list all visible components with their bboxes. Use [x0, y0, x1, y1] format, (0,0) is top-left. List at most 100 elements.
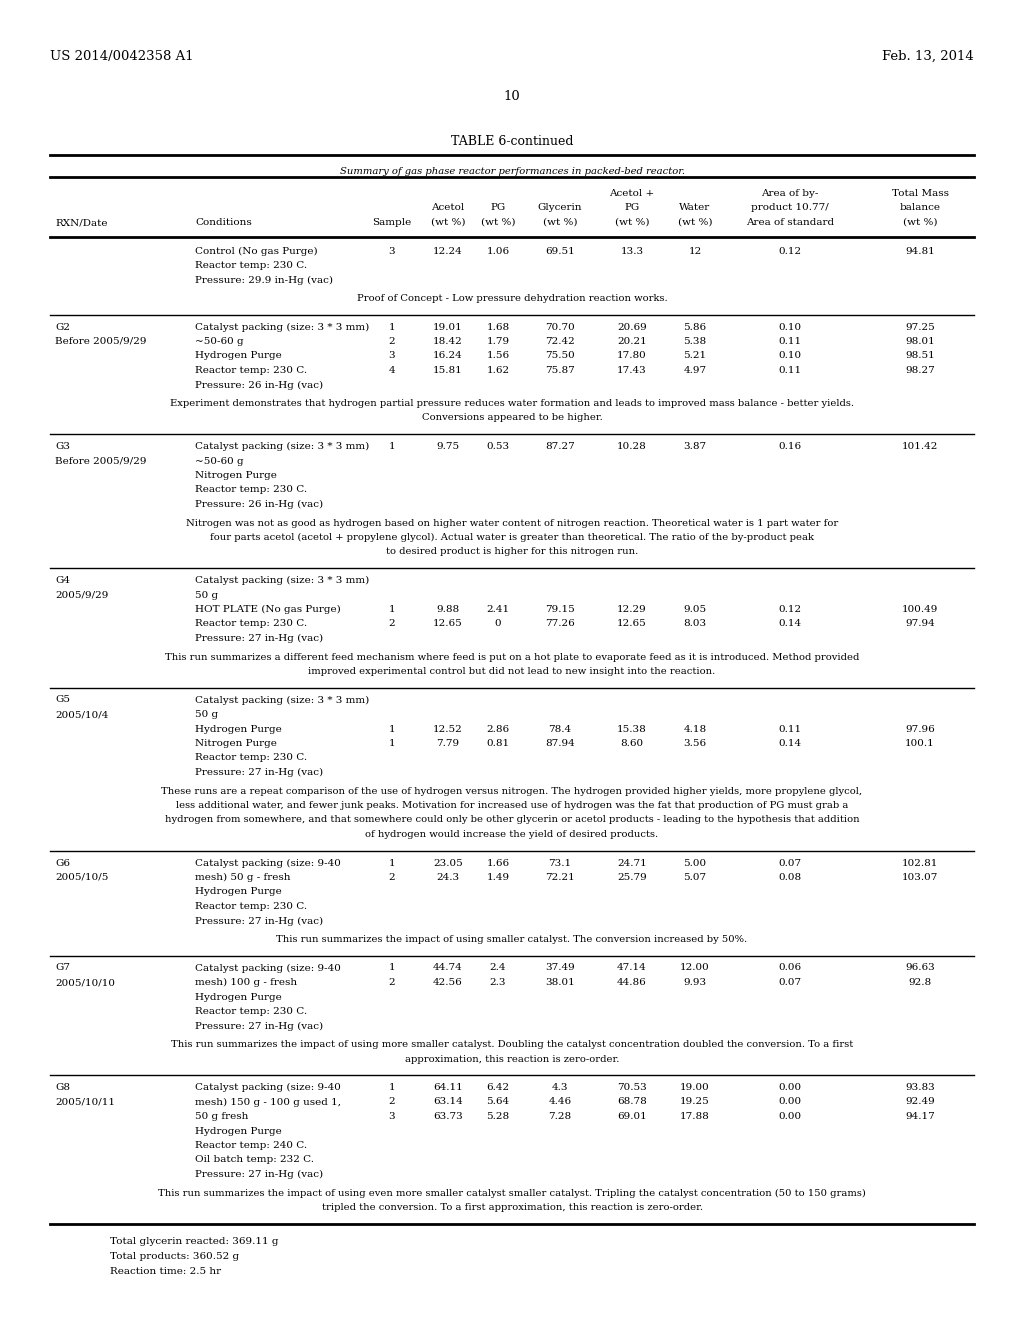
Text: 12.52: 12.52 — [433, 725, 463, 734]
Text: Pressure: 27 in-Hg (vac): Pressure: 27 in-Hg (vac) — [195, 768, 324, 777]
Text: PG: PG — [490, 203, 506, 213]
Text: 1.06: 1.06 — [486, 247, 510, 256]
Text: 24.71: 24.71 — [617, 858, 647, 867]
Text: 100.49: 100.49 — [902, 605, 938, 614]
Text: US 2014/0042358 A1: US 2014/0042358 A1 — [50, 50, 194, 63]
Text: improved experimental control but did not lead to new insight into the reaction.: improved experimental control but did no… — [308, 667, 716, 676]
Text: 25.79: 25.79 — [617, 873, 647, 882]
Text: 101.42: 101.42 — [902, 442, 938, 451]
Text: Proof of Concept - Low pressure dehydration reaction works.: Proof of Concept - Low pressure dehydrat… — [356, 294, 668, 304]
Text: ~50-60 g: ~50-60 g — [195, 457, 244, 466]
Text: 94.17: 94.17 — [905, 1111, 935, 1121]
Text: 37.49: 37.49 — [545, 964, 574, 973]
Text: 79.15: 79.15 — [545, 605, 574, 614]
Text: 9.93: 9.93 — [683, 978, 707, 987]
Text: Reactor temp: 230 C.: Reactor temp: 230 C. — [195, 619, 307, 628]
Text: 17.80: 17.80 — [617, 351, 647, 360]
Text: G7: G7 — [55, 964, 70, 973]
Text: to desired product is higher for this nitrogen run.: to desired product is higher for this ni… — [386, 548, 638, 557]
Text: product 10.77/: product 10.77/ — [752, 203, 828, 213]
Text: 0.10: 0.10 — [778, 322, 802, 331]
Text: 75.87: 75.87 — [545, 366, 574, 375]
Text: 2005/10/4: 2005/10/4 — [55, 710, 109, 719]
Text: 2: 2 — [389, 337, 395, 346]
Text: mesh) 50 g - fresh: mesh) 50 g - fresh — [195, 873, 291, 882]
Text: 0.00: 0.00 — [778, 1097, 802, 1106]
Text: (wt %): (wt %) — [431, 218, 465, 227]
Text: 1: 1 — [389, 964, 395, 973]
Text: 7.28: 7.28 — [549, 1111, 571, 1121]
Text: 0: 0 — [495, 619, 502, 628]
Text: Reactor temp: 230 C.: Reactor temp: 230 C. — [195, 1007, 307, 1016]
Text: 92.8: 92.8 — [908, 978, 932, 987]
Text: Pressure: 26 in-Hg (vac): Pressure: 26 in-Hg (vac) — [195, 380, 324, 389]
Text: Pressure: 27 in-Hg (vac): Pressure: 27 in-Hg (vac) — [195, 634, 324, 643]
Text: 0.07: 0.07 — [778, 978, 802, 987]
Text: 98.27: 98.27 — [905, 366, 935, 375]
Text: PG: PG — [625, 203, 640, 213]
Text: 1.68: 1.68 — [486, 322, 510, 331]
Text: Pressure: 29.9 in-Hg (vac): Pressure: 29.9 in-Hg (vac) — [195, 276, 333, 285]
Text: 87.94: 87.94 — [545, 739, 574, 748]
Text: 5.38: 5.38 — [683, 337, 707, 346]
Text: Catalyst packing (size: 3 * 3 mm): Catalyst packing (size: 3 * 3 mm) — [195, 322, 370, 331]
Text: 63.14: 63.14 — [433, 1097, 463, 1106]
Text: Oil batch temp: 232 C.: Oil batch temp: 232 C. — [195, 1155, 314, 1164]
Text: 70.70: 70.70 — [545, 322, 574, 331]
Text: 16.24: 16.24 — [433, 351, 463, 360]
Text: Summary of gas phase reactor performances in packed-bed reactor.: Summary of gas phase reactor performance… — [340, 168, 684, 176]
Text: 2005/9/29: 2005/9/29 — [55, 590, 109, 599]
Text: Hydrogen Purge: Hydrogen Purge — [195, 887, 282, 896]
Text: 7.79: 7.79 — [436, 739, 460, 748]
Text: 73.1: 73.1 — [549, 858, 571, 867]
Text: G8: G8 — [55, 1082, 70, 1092]
Text: (wt %): (wt %) — [903, 218, 937, 227]
Text: HOT PLATE (No gas Purge): HOT PLATE (No gas Purge) — [195, 605, 341, 614]
Text: Control (No gas Purge): Control (No gas Purge) — [195, 247, 317, 256]
Text: 44.74: 44.74 — [433, 964, 463, 973]
Text: Reaction time: 2.5 hr: Reaction time: 2.5 hr — [110, 1266, 221, 1275]
Text: 5.00: 5.00 — [683, 858, 707, 867]
Text: hydrogen from somewhere, and that somewhere could only be other glycerin or acet: hydrogen from somewhere, and that somewh… — [165, 816, 859, 825]
Text: Reactor temp: 240 C.: Reactor temp: 240 C. — [195, 1140, 307, 1150]
Text: 4.97: 4.97 — [683, 366, 707, 375]
Text: 50 g fresh: 50 g fresh — [195, 1111, 249, 1121]
Text: 10: 10 — [504, 90, 520, 103]
Text: ~50-60 g: ~50-60 g — [195, 337, 244, 346]
Text: 24.3: 24.3 — [436, 873, 460, 882]
Text: 9.88: 9.88 — [436, 605, 460, 614]
Text: Pressure: 27 in-Hg (vac): Pressure: 27 in-Hg (vac) — [195, 916, 324, 925]
Text: 12.29: 12.29 — [617, 605, 647, 614]
Text: 12: 12 — [688, 247, 701, 256]
Text: 93.83: 93.83 — [905, 1082, 935, 1092]
Text: Reactor temp: 230 C.: Reactor temp: 230 C. — [195, 902, 307, 911]
Text: 96.63: 96.63 — [905, 964, 935, 973]
Text: 2.4: 2.4 — [489, 964, 506, 973]
Text: 2: 2 — [389, 1097, 395, 1106]
Text: Hydrogen Purge: Hydrogen Purge — [195, 1126, 282, 1135]
Text: less additional water, and fewer junk peaks. Motivation for increased use of hyd: less additional water, and fewer junk pe… — [176, 801, 848, 810]
Text: 23.05: 23.05 — [433, 858, 463, 867]
Text: Before 2005/9/29: Before 2005/9/29 — [55, 457, 146, 466]
Text: G5: G5 — [55, 696, 70, 705]
Text: 50 g: 50 g — [195, 710, 218, 719]
Text: 17.43: 17.43 — [617, 366, 647, 375]
Text: 92.49: 92.49 — [905, 1097, 935, 1106]
Text: 1: 1 — [389, 442, 395, 451]
Text: 69.51: 69.51 — [545, 247, 574, 256]
Text: 1: 1 — [389, 605, 395, 614]
Text: (wt %): (wt %) — [480, 218, 515, 227]
Text: 98.01: 98.01 — [905, 337, 935, 346]
Text: Catalyst packing (size: 9-40: Catalyst packing (size: 9-40 — [195, 858, 341, 867]
Text: 72.42: 72.42 — [545, 337, 574, 346]
Text: 44.86: 44.86 — [617, 978, 647, 987]
Text: 2005/10/10: 2005/10/10 — [55, 978, 115, 987]
Text: 6.42: 6.42 — [486, 1082, 510, 1092]
Text: 0.10: 0.10 — [778, 351, 802, 360]
Text: 1.79: 1.79 — [486, 337, 510, 346]
Text: 18.42: 18.42 — [433, 337, 463, 346]
Text: 0.12: 0.12 — [778, 605, 802, 614]
Text: 98.51: 98.51 — [905, 351, 935, 360]
Text: Catalyst packing (size: 3 * 3 mm): Catalyst packing (size: 3 * 3 mm) — [195, 696, 370, 705]
Text: 13.3: 13.3 — [621, 247, 643, 256]
